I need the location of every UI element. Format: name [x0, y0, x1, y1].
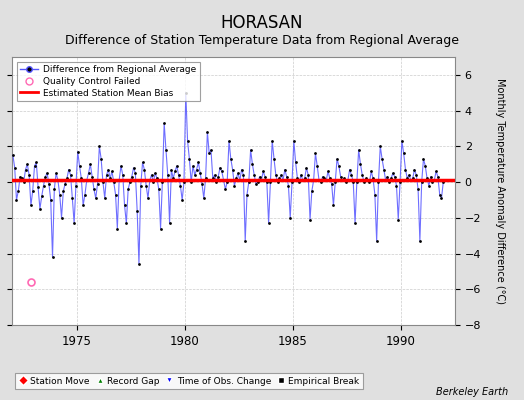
Text: HORASAN: HORASAN — [221, 14, 303, 32]
Legend: Difference from Regional Average, Quality Control Failed, Estimated Station Mean: Difference from Regional Average, Qualit… — [17, 62, 200, 101]
Text: Berkeley Earth: Berkeley Earth — [436, 387, 508, 397]
Legend: Station Move, Record Gap, Time of Obs. Change, Empirical Break: Station Move, Record Gap, Time of Obs. C… — [15, 373, 363, 389]
Text: Difference of Station Temperature Data from Regional Average: Difference of Station Temperature Data f… — [65, 34, 459, 47]
Y-axis label: Monthly Temperature Anomaly Difference (°C): Monthly Temperature Anomaly Difference (… — [495, 78, 505, 304]
